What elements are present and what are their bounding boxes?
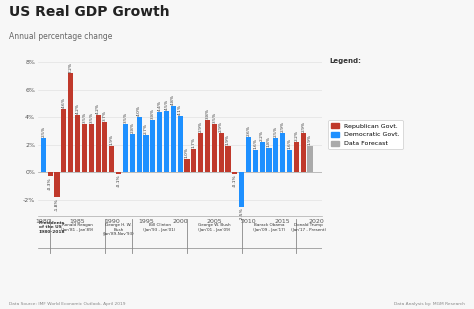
Bar <box>226 146 230 172</box>
Bar <box>171 106 176 172</box>
Text: -2.5%: -2.5% <box>240 208 244 220</box>
Text: 2.7%: 2.7% <box>144 123 148 134</box>
Text: 2.9%: 2.9% <box>199 121 202 132</box>
Text: George W. Bush
(Jan'01 - Jan'09): George W. Bush (Jan'01 - Jan'09) <box>198 223 231 232</box>
Bar <box>75 115 80 172</box>
Text: Data Source: IMF World Economic Outlook, April 2019: Data Source: IMF World Economic Outlook,… <box>9 302 126 306</box>
Text: 1.8%: 1.8% <box>267 136 271 147</box>
Text: 4.0%: 4.0% <box>137 105 141 116</box>
Bar <box>301 133 306 172</box>
Text: 2.5%: 2.5% <box>41 126 46 137</box>
Text: 2.8%: 2.8% <box>130 122 134 133</box>
Text: -0.3%: -0.3% <box>48 177 52 190</box>
Text: 4.6%: 4.6% <box>62 97 66 108</box>
Text: 2.9%: 2.9% <box>301 121 305 132</box>
Bar <box>123 124 128 172</box>
Bar <box>308 146 312 172</box>
Text: Donald Trump
(Jan'17 - Present): Donald Trump (Jan'17 - Present) <box>291 223 326 232</box>
Text: 1.0%: 1.0% <box>185 147 189 158</box>
Bar <box>260 142 264 172</box>
Text: US Real GDP Growth: US Real GDP Growth <box>9 5 170 19</box>
Text: Legend:: Legend: <box>329 57 361 64</box>
Bar <box>137 117 142 172</box>
Text: 1.6%: 1.6% <box>253 138 257 150</box>
Bar <box>96 115 100 172</box>
Text: 1.6%: 1.6% <box>288 138 292 150</box>
Text: 4.5%: 4.5% <box>164 99 168 110</box>
Text: Barack Obama
(Jan'09 - Jan'17): Barack Obama (Jan'09 - Jan'17) <box>253 223 285 232</box>
Text: 1.9%: 1.9% <box>308 134 312 145</box>
Text: 3.5%: 3.5% <box>212 112 216 123</box>
Bar <box>130 134 135 172</box>
Bar <box>68 74 73 172</box>
Bar <box>164 111 169 172</box>
Bar <box>266 148 272 172</box>
Bar <box>246 137 251 172</box>
Bar <box>287 150 292 172</box>
Text: Annual percentage change: Annual percentage change <box>9 32 113 41</box>
Text: George H. W.
Bush
(Jan'89-Nov'93): George H. W. Bush (Jan'89-Nov'93) <box>103 223 135 236</box>
Legend: Republican Govt., Democratic Govt., Data Forecast: Republican Govt., Democratic Govt., Data… <box>328 120 402 149</box>
Bar <box>212 124 217 172</box>
Bar <box>239 172 244 207</box>
Bar <box>184 159 190 172</box>
Bar <box>82 124 87 172</box>
Bar <box>61 109 66 172</box>
Text: -0.1%: -0.1% <box>233 175 237 187</box>
Bar <box>198 133 203 172</box>
Text: 4.2%: 4.2% <box>75 103 80 114</box>
Bar <box>205 120 210 172</box>
Text: Ronald Reagan
(Jan'81 - Jan'89): Ronald Reagan (Jan'81 - Jan'89) <box>62 223 94 232</box>
Text: 4.1%: 4.1% <box>178 104 182 115</box>
Text: 1.9%: 1.9% <box>226 134 230 145</box>
Bar <box>219 133 224 172</box>
Text: Bill Clinton
(Jan'93 - Jan'01): Bill Clinton (Jan'93 - Jan'01) <box>144 223 176 232</box>
Text: -0.1%: -0.1% <box>117 175 120 187</box>
Bar <box>102 121 108 172</box>
Bar <box>273 138 278 172</box>
Text: 3.5%: 3.5% <box>82 112 86 123</box>
Text: 2.9%: 2.9% <box>281 121 285 132</box>
Bar <box>41 138 46 172</box>
Bar <box>150 120 155 172</box>
Text: 4.8%: 4.8% <box>171 95 175 105</box>
Bar <box>294 142 299 172</box>
Text: 7.2%: 7.2% <box>69 61 73 73</box>
Text: -1.8%: -1.8% <box>55 198 59 211</box>
Text: 2.2%: 2.2% <box>260 130 264 141</box>
Text: 3.5%: 3.5% <box>89 112 93 123</box>
Bar <box>191 149 196 172</box>
Bar <box>253 150 258 172</box>
Text: 1.9%: 1.9% <box>110 134 114 145</box>
Text: Data Analysis by: MGM Research: Data Analysis by: MGM Research <box>393 302 465 306</box>
Bar <box>232 172 237 174</box>
Bar <box>178 116 182 172</box>
Text: 4.4%: 4.4% <box>158 100 162 111</box>
Text: 2.5%: 2.5% <box>274 126 278 137</box>
Text: 3.5%: 3.5% <box>123 112 128 123</box>
Text: 3.7%: 3.7% <box>103 110 107 121</box>
Text: 4.2%: 4.2% <box>96 103 100 114</box>
Bar <box>116 172 121 174</box>
Text: 3.8%: 3.8% <box>151 108 155 119</box>
Text: Presidents
of the US
1980-2018: Presidents of the US 1980-2018 <box>38 221 65 234</box>
Text: 2.6%: 2.6% <box>246 125 250 136</box>
Text: 3.8%: 3.8% <box>205 108 210 119</box>
Text: 1.7%: 1.7% <box>192 137 196 148</box>
Bar <box>157 112 162 172</box>
Bar <box>280 133 285 172</box>
Text: 2.2%: 2.2% <box>294 130 298 141</box>
Bar <box>143 135 148 172</box>
Bar <box>109 146 114 172</box>
Text: 2.9%: 2.9% <box>219 121 223 132</box>
Bar <box>89 124 94 172</box>
Bar <box>48 172 53 176</box>
Bar <box>55 172 60 197</box>
